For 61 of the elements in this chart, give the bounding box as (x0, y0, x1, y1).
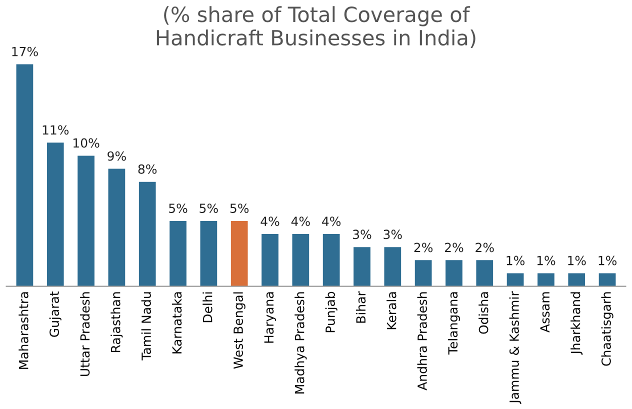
bar (506, 273, 524, 286)
data-label: 2% (444, 242, 464, 252)
data-label: 1% (506, 256, 525, 266)
x-tick-label: Bihar (356, 291, 366, 323)
bar (384, 247, 402, 286)
bar (230, 220, 248, 286)
data-label: 5% (200, 204, 218, 214)
x-tick-label: Haryana (264, 292, 276, 343)
bar (446, 260, 462, 286)
x-tick-label: West Bengal (233, 292, 246, 369)
data-label: 17% (12, 46, 38, 56)
bar (354, 247, 370, 286)
x-tick-label: Delhi (202, 292, 212, 322)
data-label: 5% (169, 204, 188, 214)
x-tick-label: Gujarat (49, 291, 62, 337)
bar (170, 220, 186, 286)
data-label: 1% (598, 256, 617, 266)
data-label: 9% (108, 151, 126, 161)
bar (78, 156, 94, 286)
data-label: 2% (414, 242, 433, 252)
data-label: 4% (322, 216, 341, 226)
x-tick-label: Punjab (325, 292, 338, 332)
data-label: 1% (537, 256, 556, 266)
data-label: 1% (568, 256, 586, 266)
x-tick-label: Uttar Pradesh (80, 292, 90, 376)
data-label: 10% (74, 138, 100, 148)
x-tick-label: Madhya Pradesh (294, 292, 307, 394)
x-tick-label: Jammu & Kashmir (509, 291, 522, 404)
bar (46, 142, 64, 286)
x-tick-label: Jharkhand (570, 292, 583, 355)
bar (598, 273, 616, 286)
data-label: 5% (230, 204, 249, 214)
data-label: 3% (353, 230, 372, 240)
bar (262, 234, 278, 286)
data-label: 4% (260, 216, 280, 226)
x-tick-label: Odisha (478, 292, 488, 334)
x-tick-label: Assam (540, 292, 550, 332)
x-tick-label: Rajasthan (110, 292, 123, 352)
data-label: 4% (291, 216, 310, 226)
bar (414, 260, 432, 286)
x-tick-label: Chaatisgarh (601, 292, 614, 366)
x-tick-label: Andhra Pradesh (417, 292, 427, 390)
data-label: 2% (476, 242, 494, 252)
x-tick-label: Telangana (448, 292, 460, 355)
bar (476, 260, 494, 286)
x-tick-label: Maharashtra (18, 292, 28, 369)
bar (322, 234, 340, 286)
chart-title: (% share of Total Coverage of Handicraft Businesses in India) (156, 6, 476, 48)
bar (538, 273, 554, 286)
bar (292, 234, 310, 286)
x-tick-label: Kerala (386, 292, 396, 330)
data-label: 11% (42, 125, 69, 135)
data-label: 3% (384, 230, 402, 240)
bar (138, 182, 156, 286)
bar (16, 64, 34, 286)
data-label: 8% (138, 164, 157, 174)
bar (200, 220, 218, 286)
x-tick-label: Karnataka (172, 292, 182, 354)
x-tick-label: Tamil Nadu (141, 292, 151, 360)
bar (568, 273, 586, 286)
bar (108, 168, 126, 286)
